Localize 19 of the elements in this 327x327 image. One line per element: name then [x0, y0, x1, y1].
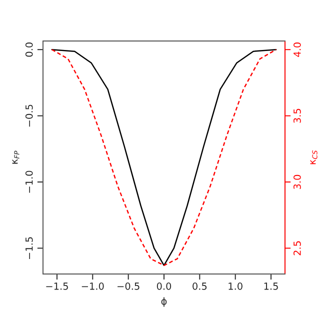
y-tick-label: −0.5 — [25, 104, 33, 127]
y2-tick-label: 3.5 — [294, 108, 301, 123]
x-tick-label: 0.0 — [156, 282, 172, 290]
y-tick-label: 0.0 — [25, 42, 33, 57]
y-tick-label: −1.5 — [26, 237, 33, 259]
y2-tick-label: 2.5 — [294, 241, 301, 256]
x-tick-label: 1.0 — [228, 282, 242, 290]
y2-axis-title: κ$_{CS}$ — [310, 150, 318, 164]
x-tick-label: −1.0 — [82, 282, 104, 290]
x-tick-label: −0.5 — [118, 282, 140, 290]
y-axis-title: κ$_{FP}$ — [12, 150, 20, 164]
x-tick-label: 0.5 — [192, 282, 207, 290]
x-tick-label: −1.5 — [46, 282, 68, 290]
y-tick-label: −1.0 — [25, 170, 33, 193]
line-series — [51, 48, 277, 266]
x-axis-title: ϕ — [161, 297, 167, 307]
y2-tick-label: 3.0 — [294, 174, 301, 189]
y2-tick-label: 4.0 — [294, 42, 301, 57]
x-tick-label: 1.5 — [264, 282, 278, 290]
